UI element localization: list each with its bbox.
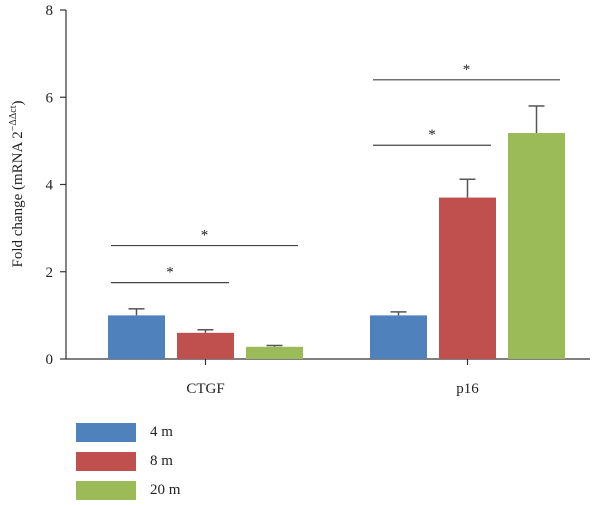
significance-star: * — [166, 265, 174, 281]
y-tick-label: 0 — [46, 352, 54, 368]
significance-markers: * * * * — [111, 62, 560, 284]
significance-star: * — [463, 62, 471, 78]
y-tick-label: 8 — [46, 3, 54, 19]
y-tick-label: 2 — [46, 265, 54, 281]
legend-item: 20 m — [76, 476, 180, 505]
y-axis-title-superscript: −ΔΔct — [8, 105, 19, 131]
legend-item: 4 m — [76, 418, 180, 447]
legend-swatch — [76, 481, 136, 500]
bar — [508, 133, 565, 359]
significance-star: * — [201, 228, 209, 244]
y-tick-label: 4 — [46, 178, 54, 194]
x-tick-label: CTGF — [186, 381, 224, 397]
bar — [370, 315, 427, 359]
chart: 0 2 4 6 8 CTGF p16 * * * * Fold change (mRNA 2−ΔΔ… — [8, 3, 590, 397]
x-tick-label: p16 — [456, 381, 479, 397]
legend-label: 8 m — [150, 453, 173, 469]
y-axis-title-main: Fold change (mRNA 2 — [10, 131, 26, 267]
bar — [177, 332, 234, 359]
significance-star: * — [428, 127, 436, 143]
y-axis-title-end: ) — [10, 101, 26, 106]
legend: 4 m 8 m 20 m — [76, 418, 180, 505]
y-tick-label: 6 — [46, 90, 54, 106]
legend-item: 8 m — [76, 447, 180, 476]
legend-swatch — [76, 452, 136, 471]
legend-swatch — [76, 423, 136, 442]
y-axis-title: Fold change (mRNA 2−ΔΔct) — [8, 101, 26, 268]
bar — [439, 197, 496, 359]
bar — [108, 315, 165, 359]
bar — [246, 346, 303, 359]
legend-label: 4 m — [150, 424, 173, 440]
bars — [108, 105, 565, 359]
legend-label: 20 m — [150, 482, 181, 498]
